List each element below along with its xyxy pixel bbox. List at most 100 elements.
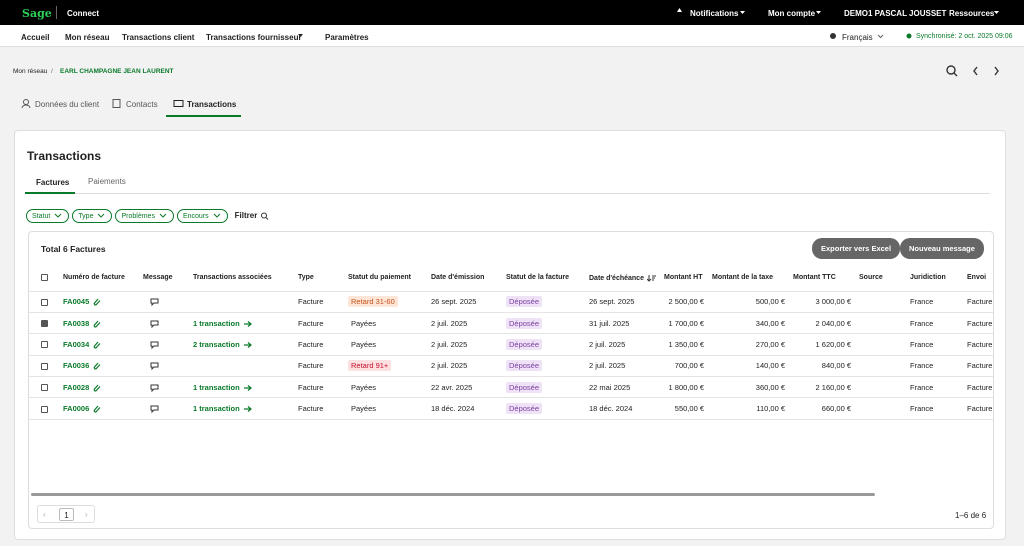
invoice-row[interactable]: FA0006 1 transaction Facture Payées 18 déc. … [29,397,993,420]
filter-pill[interactable]: Problèmes [115,209,174,223]
notifications[interactable]: Notifications [690,9,739,18]
nav-item[interactable]: Accueil [21,33,50,42]
invoice-link[interactable]: FA0045 [63,297,90,307]
nav-item[interactable]: Mon réseau [65,33,110,42]
invoice-row[interactable]: FA0038 1 transaction Facture Payées 2 juil. … [29,312,993,335]
resources[interactable]: Ressources [949,9,995,18]
column-header: Date d'émission [427,265,502,292]
separator: / [51,68,53,75]
jurisdiction: France [906,312,963,335]
nav-item[interactable]: Paramètres [325,33,369,42]
header-icons[interactable] [940,62,1010,80]
breadcrumb[interactable]: Mon réseau [13,68,48,75]
invoice-row[interactable]: FA0034 2 transaction Facture Payées 2 juil. … [29,333,993,356]
due: 18 déc. 2024 [585,397,660,420]
due: 2 juil. 2025 [585,355,660,378]
linked: 1 transaction [189,376,294,399]
message-icon [150,341,159,350]
next[interactable]: › [85,510,88,519]
row-checkbox [29,355,59,378]
message-button[interactable]: Nouveau message [900,238,984,259]
sending: Facture [963,355,993,378]
column-header[interactable]: Date d'échéance [585,265,660,292]
top-bar: Sage Connect Notifications Mon compte DE… [0,0,1024,25]
header-checkbox [29,265,59,292]
sending: Facture [963,333,993,356]
export-button[interactable]: Exporter vers Excel [812,238,901,259]
filters: Statut Type Problèmes Encours Filtrer [26,209,270,223]
invoice-link[interactable]: FA0034 [63,339,90,349]
checkbox[interactable] [41,274,48,282]
jurisdiction: France [906,397,963,420]
column-header: Juridiction [906,265,963,292]
invoice-row[interactable]: FA0028 1 transaction Facture Payées 22 avr. … [29,376,993,399]
linked-link[interactable]: 1 transaction [193,318,240,328]
chevron [213,213,220,218]
linked-link[interactable]: 1 transaction [193,382,240,392]
brand[interactable]: Sage [22,7,52,20]
payment-badge: Payées [351,404,377,414]
column-header: Montant TTC [789,265,855,292]
arrow-icon [243,406,252,413]
page-range: 1–6 de 6 [955,511,987,520]
issued: 18 déc. 2024 [427,397,502,420]
chevron [159,213,167,218]
status-badge: Déposée [506,381,543,393]
prev[interactable]: ‹ [43,510,46,519]
message [139,333,189,356]
subtab[interactable]: Factures [36,178,70,187]
linked-link[interactable]: 2 transaction [193,339,240,349]
nav-item[interactable]: Transactions client [122,33,195,42]
filter-button[interactable]: Filtrer [234,210,258,220]
amount-ttc: 2 160,00 € [789,376,855,399]
sending: Facture [963,397,993,420]
type: Facture [294,333,344,356]
filter-pill[interactable]: Type [72,209,113,223]
amount-tax: 270,00 € [708,333,789,356]
column-header: Statut de la facture [502,265,585,292]
checkbox[interactable] [41,362,48,370]
checkbox[interactable] [41,341,48,349]
tab[interactable]: Données du client [35,100,100,109]
linked-link[interactable]: 1 transaction [193,404,240,414]
nav-item[interactable]: Transactions fournisseur [206,33,302,42]
checkbox[interactable] [41,384,48,392]
checkbox[interactable] [41,298,48,306]
column-header: Numéro de facture [59,265,139,292]
invoice-row[interactable]: FA0036 Facture Retard 91+ 2 juil. 2025 Dépos… [29,355,993,378]
account[interactable]: Mon compte [768,9,816,18]
payment-badge: Payées [351,339,377,349]
arrow-icon [243,384,252,391]
due: 31 juil. 2025 [585,312,660,335]
invoice-number: FA0006 [59,397,139,420]
invoice-link[interactable]: FA0038 [63,318,90,328]
page-number[interactable]: 1 [59,508,74,521]
row-checkbox [29,333,59,356]
invoice-row[interactable]: FA0045 Facture Retard 31-60 26 sept. 2025 Dé… [29,291,993,313]
payment-status: Retard 91+ [344,355,427,378]
payment-badge: Retard 91+ [348,360,392,372]
invoice-number: FA0034 [59,333,139,356]
scrollbar[interactable] [31,493,875,496]
checkbox[interactable] [41,405,48,413]
language[interactable]: Français [842,33,873,42]
linked: 2 transaction [189,333,294,356]
invoice-link[interactable]: FA0028 [63,382,90,392]
filter-pill[interactable]: Statut [26,209,70,223]
table-card: Total 6 Factures Exporter vers Excel Nou… [28,231,994,529]
row-checkbox [29,397,59,420]
invoice-link[interactable]: FA0036 [63,361,90,371]
subtab[interactable]: Paiements [88,177,126,186]
tab[interactable]: Transactions [187,100,237,109]
filter-pill[interactable]: Encours [176,209,228,223]
type: Facture [294,397,344,420]
breadcrumb: EARL CHAMPAGNE JEAN LAURENT [60,68,174,75]
jurisdiction: France [906,291,963,313]
issued: 2 juil. 2025 [427,355,502,378]
invoice-link[interactable]: FA0006 [63,404,90,414]
checkbox[interactable] [41,320,48,328]
row-checkbox [29,376,59,399]
user[interactable]: DEMO1 PASCAL JOUSSET [844,9,947,18]
tab-indicator [166,115,241,117]
tab[interactable]: Contacts [126,100,158,109]
